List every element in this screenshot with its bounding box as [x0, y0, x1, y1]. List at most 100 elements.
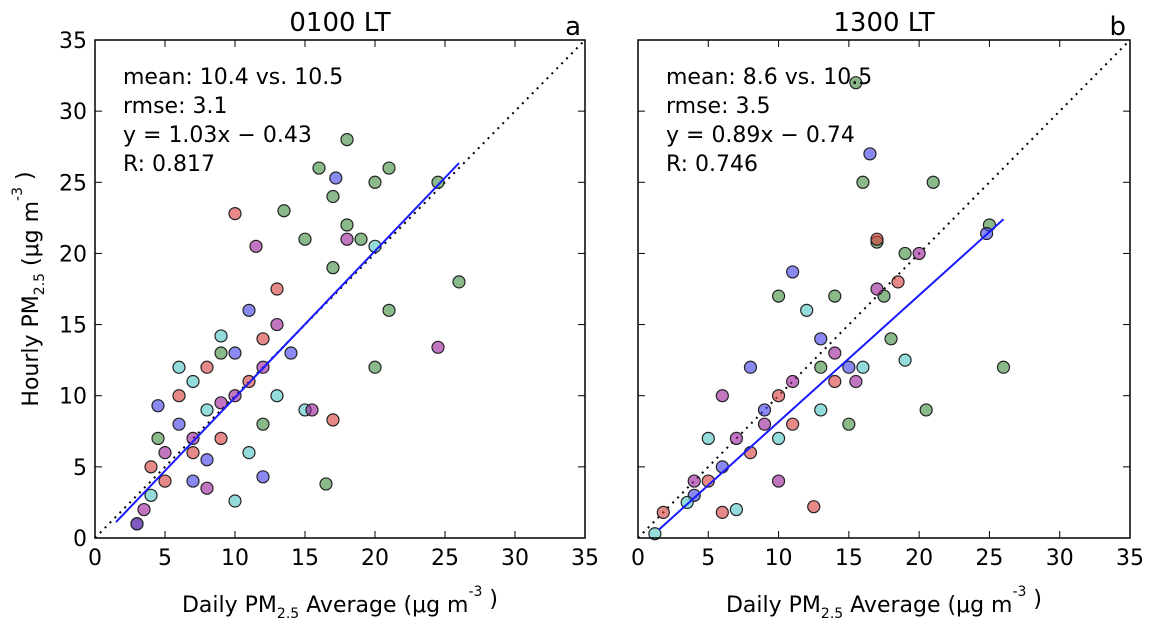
- x-axis-label-part: Daily PM: [726, 593, 821, 618]
- point: [186, 474, 200, 488]
- point: [757, 403, 772, 417]
- x-axis-label-part: Average (μg m: [299, 593, 468, 618]
- x-axis-label-part: 2.5: [277, 606, 299, 622]
- x-tick-label: 10: [765, 546, 793, 571]
- y-tick-label: 35: [59, 29, 87, 54]
- point: [715, 389, 729, 403]
- point: [687, 474, 701, 488]
- point: [870, 232, 884, 246]
- reference-line: [637, 39, 1131, 539]
- point: [242, 446, 256, 460]
- point: [200, 403, 214, 417]
- panel-title: 0100 LT: [289, 8, 390, 38]
- point: [814, 360, 828, 374]
- x-axis-label-part: -3: [1012, 584, 1026, 600]
- point: [771, 389, 786, 403]
- panel: 1300 LT b 0 5 10 15 20 25 30 35 mean: 8.6 vs. 10.5…: [631, 8, 1144, 622]
- point: [151, 431, 165, 445]
- y-axis-label-part: 2.5: [32, 273, 48, 295]
- point: [849, 374, 863, 389]
- point: [863, 147, 877, 161]
- point: [172, 417, 186, 431]
- point: [800, 303, 814, 317]
- point: [842, 360, 856, 374]
- point: [757, 417, 772, 431]
- annotation: y = 0.89x − 0.74: [666, 123, 855, 148]
- point: [256, 332, 270, 346]
- point: [305, 403, 319, 417]
- point: [312, 161, 326, 175]
- y-tick-label: 0: [73, 527, 87, 552]
- point: [786, 265, 800, 279]
- x-tick-label: 0: [631, 546, 645, 571]
- point: [382, 161, 396, 175]
- point: [144, 488, 158, 502]
- x-tick-label: 10: [221, 546, 249, 571]
- point: [298, 232, 312, 246]
- point: [898, 353, 912, 367]
- plot-frame: [94, 39, 586, 539]
- point: [828, 289, 842, 303]
- y-tick-label: 30: [59, 100, 87, 125]
- point: [326, 189, 340, 204]
- point: [172, 389, 186, 403]
- annotation: mean: 8.6 vs. 10.5: [666, 65, 872, 90]
- point: [814, 332, 828, 346]
- point: [256, 470, 270, 484]
- plot-frame: [637, 39, 1131, 539]
- x-axis-label: Daily PM2.5 Average (μg m-3 ): [182, 584, 498, 622]
- fit-line: [658, 218, 1005, 531]
- annotation: y = 1.03x − 0.43: [123, 123, 312, 148]
- point: [891, 275, 905, 289]
- x-tick-label: 20: [905, 546, 933, 571]
- point: [729, 431, 744, 445]
- point: [452, 275, 466, 289]
- point: [270, 317, 284, 332]
- point: [701, 431, 715, 445]
- point: [158, 474, 172, 488]
- point: [228, 494, 242, 508]
- point: [996, 360, 1011, 374]
- point: [200, 453, 214, 467]
- point: [340, 232, 354, 246]
- y-tick-label: 10: [59, 385, 87, 410]
- point: [214, 329, 228, 343]
- x-axis-label-part: ): [1026, 587, 1042, 612]
- point: [172, 360, 186, 374]
- y-tick-label: 25: [59, 171, 87, 196]
- point: [849, 76, 863, 90]
- point: [842, 417, 856, 431]
- y-axis-label-part: ): [13, 171, 38, 187]
- point: [870, 282, 884, 296]
- point: [828, 374, 842, 389]
- point: [284, 346, 298, 360]
- x-tick-label: 30: [501, 546, 529, 571]
- point: [242, 303, 256, 317]
- x-axis-label-part: 2.5: [821, 606, 843, 622]
- point: [884, 332, 898, 346]
- point: [926, 175, 940, 189]
- point: [340, 218, 354, 232]
- point: [214, 346, 228, 360]
- point: [326, 261, 340, 275]
- point: [151, 399, 165, 413]
- point: [368, 360, 382, 374]
- x-tick-label: 5: [158, 546, 172, 571]
- fit-line: [115, 162, 460, 523]
- y-axis-label: Hourly PM2.5 (μg m-3 ): [10, 171, 48, 406]
- point: [158, 446, 172, 460]
- annotation: rmse: 3.5: [666, 94, 770, 119]
- point: [431, 175, 445, 189]
- x-tick-label: 0: [88, 546, 102, 571]
- point: [919, 403, 933, 417]
- panel: 0100 LT a 0 5 10 15 20 25 30 35 0 5 10 15 20 25 30 35 mean…: [10, 8, 599, 622]
- y-tick-label: 5: [73, 456, 87, 481]
- point: [680, 495, 694, 510]
- annotation: R: 0.817: [123, 152, 215, 177]
- point: [200, 481, 214, 495]
- x-tick-label: 30: [1046, 546, 1074, 571]
- x-axis-label-part: ): [482, 587, 498, 612]
- point: [715, 460, 729, 474]
- panel-label: b: [1109, 12, 1126, 42]
- x-tick-label: 15: [835, 546, 863, 571]
